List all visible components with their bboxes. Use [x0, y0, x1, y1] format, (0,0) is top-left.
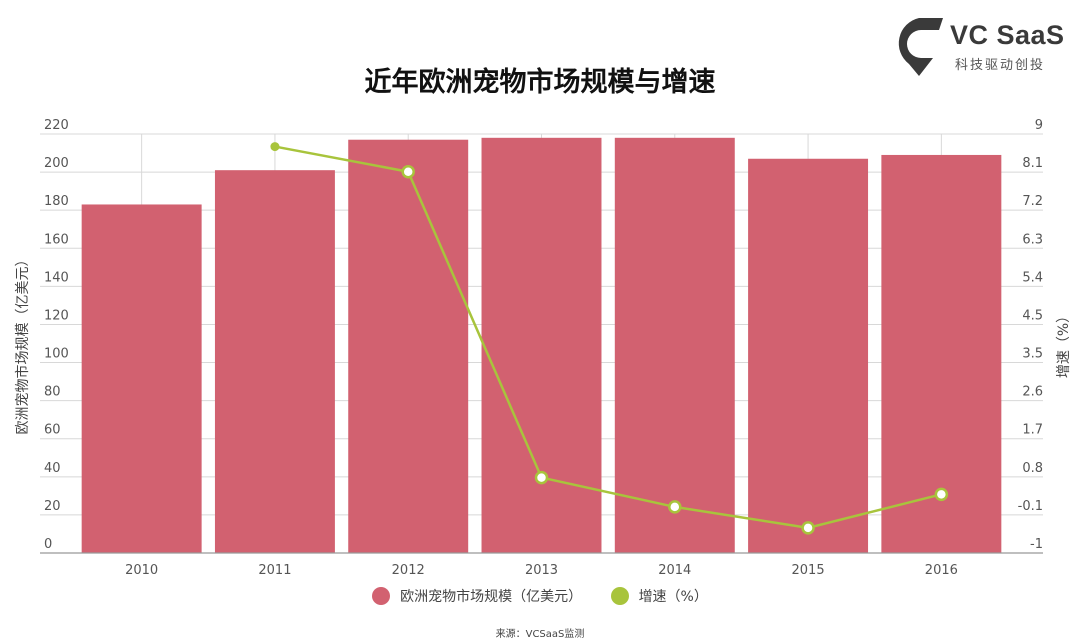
bar: [481, 137, 602, 554]
y2-tick-label: 1.7: [1022, 423, 1043, 438]
y-tick-label: 120: [44, 308, 69, 323]
growth-line: [274, 145, 942, 530]
y-tick-label: 220: [44, 118, 69, 133]
legend-label-market-size: 欧洲宠物市场规模（亿美元）: [400, 589, 583, 605]
x-tick-label: 2015: [792, 563, 825, 578]
y-tick-label: 200: [44, 156, 69, 171]
growth-point: [401, 164, 415, 179]
growth-point: [270, 142, 280, 152]
y2-tick-label: -0.1: [1018, 499, 1043, 514]
vc-saas-logo-icon: [898, 18, 943, 76]
legend-item-market-size[interactable]: 欧洲宠物市场规模（亿美元）: [372, 586, 582, 606]
y2-tick-label: 0.8: [1022, 461, 1043, 476]
y-tick-label: 180: [44, 194, 69, 209]
chart-title: 近年欧洲宠物市场规模与增速: [364, 67, 716, 98]
legend-swatch-market-size: [372, 587, 391, 605]
growth-point: [801, 521, 815, 535]
y2-tick-label: -1: [1030, 537, 1043, 552]
y-tick-label: 100: [44, 347, 69, 362]
y-tick-label: 80: [44, 385, 61, 400]
y2-tick-label: 8.1: [1022, 156, 1043, 171]
legend-label-growth-rate: 增速（%）: [638, 589, 708, 605]
legend-swatch-growth-rate: [610, 587, 629, 605]
brand-logo: VC SaaS 科技驱动创投: [893, 12, 1068, 82]
x-tick-label: 2014: [658, 563, 691, 578]
bar: [214, 170, 335, 553]
logo-slogan: 科技驱动创投: [955, 58, 1046, 73]
bar: [614, 137, 735, 554]
growth-point: [534, 470, 549, 485]
x-tick-label: 2013: [525, 563, 558, 578]
y2-axis-title: 增速（%）: [1056, 309, 1072, 378]
y-tick-label: 40: [44, 461, 61, 476]
y-tick-label: 0: [44, 537, 52, 552]
y-tick-label: 160: [44, 232, 69, 247]
y-tick-label: 140: [44, 270, 69, 285]
legend-item-growth-rate[interactable]: 增速（%）: [610, 586, 708, 606]
growth-point: [934, 487, 949, 502]
chart-legend: 欧洲宠物市场规模（亿美元） 增速（%）: [0, 586, 1080, 609]
x-tick-label: 2012: [392, 563, 425, 578]
bar: [81, 204, 202, 553]
growth-point: [668, 500, 682, 514]
y2-tick-label: 5.4: [1022, 270, 1043, 285]
y2-tick-label: 3.5: [1022, 347, 1043, 362]
y-tick-label: 60: [44, 423, 61, 438]
bar: [748, 158, 869, 553]
bar: [348, 139, 469, 554]
y-tick-label: 20: [44, 499, 61, 514]
y2-tick-label: 9: [1035, 118, 1043, 133]
y-axis-title: 欧洲宠物市场规模（亿美元）: [14, 253, 31, 435]
x-tick-label: 2011: [258, 563, 291, 578]
y2-tick-label: 2.6: [1022, 385, 1043, 400]
x-tick-label: 2010: [125, 563, 158, 578]
x-tick-label: 2016: [925, 563, 958, 578]
bar: [881, 154, 1002, 553]
y2-tick-label: 6.3: [1022, 232, 1043, 247]
y2-tick-label: 4.5: [1022, 308, 1043, 323]
logo-name: VC SaaS: [950, 20, 1065, 50]
source-note: 来源：VCSaaS监测: [495, 629, 585, 640]
y2-tick-label: 7.2: [1022, 194, 1043, 209]
